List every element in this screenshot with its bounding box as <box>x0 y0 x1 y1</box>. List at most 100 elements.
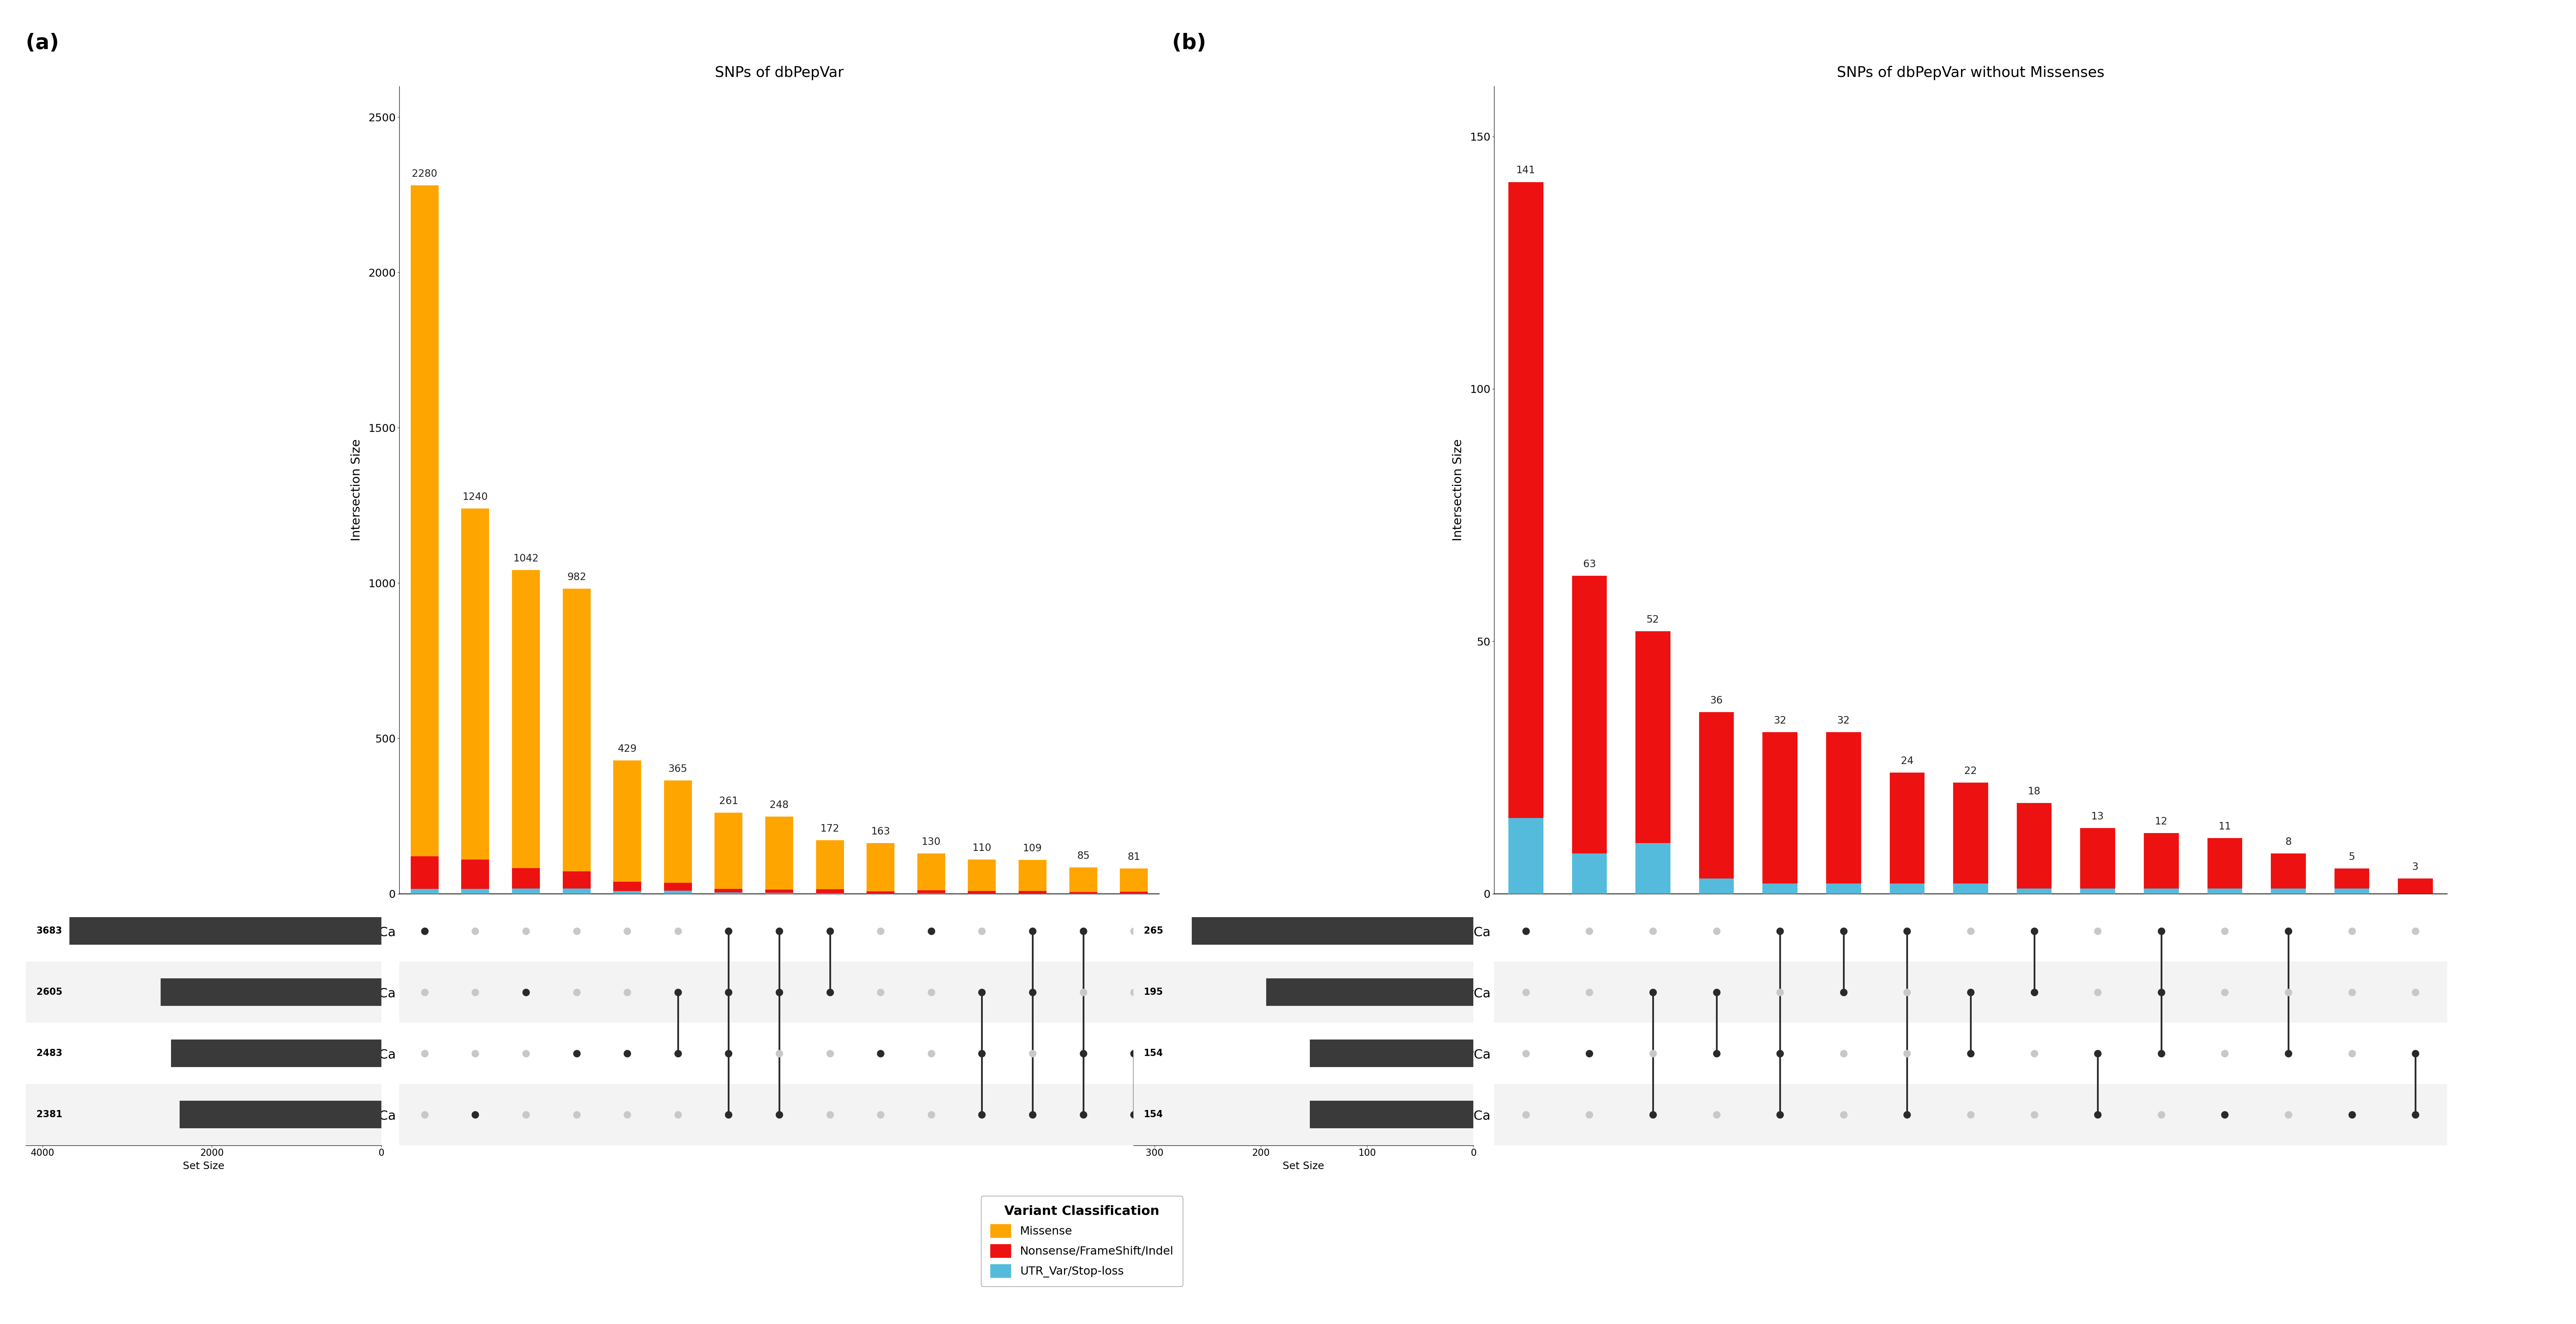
Bar <box>866 843 894 891</box>
Text: 36: 36 <box>1710 695 1723 706</box>
Bar <box>2081 828 2115 888</box>
Bar <box>2143 833 2179 888</box>
Text: 154: 154 <box>1144 1110 1162 1119</box>
Bar <box>1762 883 1798 894</box>
Bar <box>1494 961 2447 1022</box>
Bar <box>1953 883 1989 894</box>
Text: 3683: 3683 <box>36 927 62 936</box>
Bar <box>160 978 381 1006</box>
Bar <box>2017 888 2050 894</box>
Text: 18: 18 <box>2027 786 2040 796</box>
Bar <box>866 891 894 894</box>
Text: (a): (a) <box>26 33 59 53</box>
Text: 8: 8 <box>2285 837 2293 847</box>
Legend: Missense, Nonsense/FrameShift/Indel, UTR_Var/Stop-loss: Missense, Nonsense/FrameShift/Indel, UTR… <box>981 1196 1182 1287</box>
Bar <box>665 891 693 894</box>
Text: 52: 52 <box>1646 614 1659 625</box>
Text: 172: 172 <box>819 824 840 834</box>
Bar <box>1133 961 1473 1022</box>
Bar <box>1133 1084 1473 1145</box>
Text: 248: 248 <box>770 800 788 810</box>
Bar <box>513 869 541 888</box>
Bar <box>613 891 641 894</box>
Text: 81: 81 <box>1128 853 1141 862</box>
Bar <box>1510 818 1543 894</box>
Y-axis label: Intersection Size: Intersection Size <box>1453 438 1463 542</box>
Bar <box>170 1039 381 1067</box>
Text: 110: 110 <box>971 843 992 853</box>
Bar <box>765 890 793 892</box>
Bar <box>817 890 845 894</box>
Bar <box>613 882 641 891</box>
Text: 163: 163 <box>871 826 891 837</box>
Bar <box>1762 732 1798 883</box>
Title: SNPs of dbPepVar without Missenses: SNPs of dbPepVar without Missenses <box>1837 66 2105 81</box>
Bar <box>26 961 381 1022</box>
Bar <box>513 571 541 869</box>
Bar <box>562 871 590 888</box>
Text: 154: 154 <box>1144 1049 1162 1058</box>
Text: 32: 32 <box>1775 716 1785 726</box>
Bar <box>2334 869 2370 888</box>
Bar <box>1121 869 1149 892</box>
Bar <box>562 589 590 871</box>
Text: 1042: 1042 <box>513 553 538 564</box>
Bar <box>817 841 845 890</box>
Bar <box>461 888 489 894</box>
Bar <box>562 888 590 894</box>
Bar <box>917 854 945 890</box>
Bar <box>461 508 489 859</box>
Text: 2280: 2280 <box>412 169 438 179</box>
Bar <box>461 859 489 888</box>
Bar <box>1494 1084 2447 1145</box>
Text: 5: 5 <box>2349 851 2354 862</box>
Bar <box>917 890 945 894</box>
Bar <box>410 185 438 857</box>
Text: 24: 24 <box>1901 756 1914 767</box>
Text: 2605: 2605 <box>36 988 62 997</box>
Text: 85: 85 <box>1077 851 1090 861</box>
Bar <box>410 888 438 894</box>
Bar <box>1018 859 1046 891</box>
Bar <box>410 857 438 888</box>
Bar <box>1700 879 1734 894</box>
Text: 13: 13 <box>2092 812 2105 822</box>
Bar <box>1826 883 1860 894</box>
Text: 982: 982 <box>567 572 587 583</box>
X-axis label: Set Size: Set Size <box>1283 1161 1324 1170</box>
Text: 2483: 2483 <box>36 1049 62 1058</box>
Bar <box>613 760 641 882</box>
Bar <box>665 883 693 891</box>
Text: 11: 11 <box>2218 822 2231 831</box>
Text: 429: 429 <box>618 744 636 753</box>
Text: 1240: 1240 <box>464 493 487 502</box>
Bar <box>765 817 793 890</box>
Bar <box>2208 888 2241 894</box>
Bar <box>1891 772 1924 883</box>
Bar <box>1636 632 1669 843</box>
Y-axis label: Intersection Size: Intersection Size <box>350 438 363 542</box>
Bar <box>1571 576 1607 854</box>
Text: 32: 32 <box>1837 716 1850 726</box>
Text: 365: 365 <box>667 764 688 773</box>
Text: 109: 109 <box>1023 843 1043 854</box>
Bar <box>180 1100 381 1128</box>
Title: SNPs of dbPepVar: SNPs of dbPepVar <box>714 66 845 81</box>
Bar <box>2143 888 2179 894</box>
Bar <box>26 1084 381 1145</box>
Text: 195: 195 <box>1144 988 1162 997</box>
Bar <box>1636 843 1669 894</box>
Text: 2381: 2381 <box>36 1110 62 1119</box>
Bar <box>1309 1039 1473 1067</box>
Text: 3: 3 <box>2411 862 2419 873</box>
Bar <box>1891 883 1924 894</box>
Bar <box>1069 867 1097 892</box>
Text: 22: 22 <box>1965 767 1976 776</box>
Bar <box>2334 888 2370 894</box>
Bar <box>969 859 997 891</box>
Text: 12: 12 <box>2156 817 2166 826</box>
Bar <box>1826 732 1860 883</box>
Bar <box>1193 918 1473 945</box>
Bar <box>714 813 742 888</box>
Bar <box>1700 712 1734 879</box>
